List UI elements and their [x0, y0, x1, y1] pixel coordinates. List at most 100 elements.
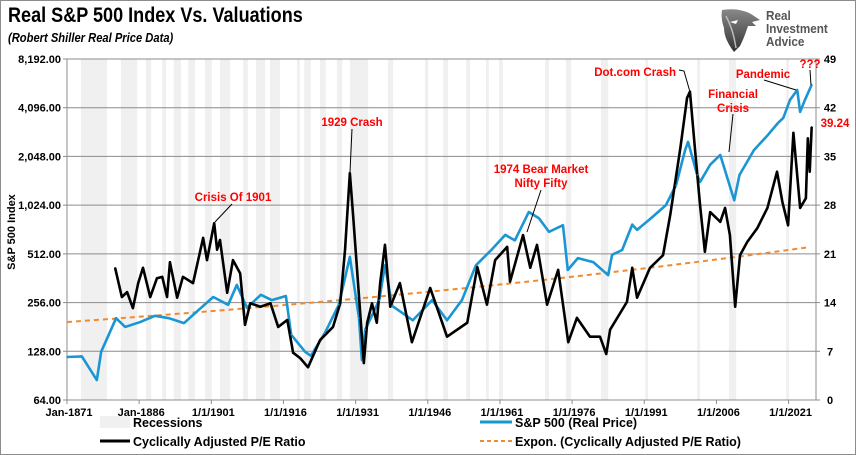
- data-point-cape: [776, 170, 778, 173]
- data-point-cape: [137, 282, 139, 284]
- data-point-cape: [216, 248, 218, 251]
- data-point-price: [577, 257, 579, 259]
- data-point-cape: [724, 207, 726, 209]
- data-point-price: [183, 322, 185, 324]
- data-point-cape: [363, 362, 365, 364]
- data-point-cape: [699, 204, 701, 206]
- y-tick-label: 1,024.00: [18, 200, 61, 212]
- data-point-cape: [506, 246, 508, 248]
- eagle-head-icon: [721, 9, 760, 52]
- annotation-1974-bear: 1974 Bear Market: [494, 164, 589, 176]
- recession-band: [336, 59, 343, 400]
- data-point-price: [212, 296, 215, 298]
- data-point-price: [310, 355, 312, 357]
- series-line-price: [66, 84, 813, 382]
- annotations: [214, 69, 812, 233]
- legend-label-recessions: Recessions: [133, 416, 203, 430]
- data-point-price: [285, 295, 287, 297]
- recession-band: [485, 59, 489, 400]
- data-point-cape: [132, 307, 134, 309]
- annotation-pandemic: Pandemic: [736, 69, 791, 81]
- recession-band: [162, 59, 167, 400]
- data-point-price: [687, 141, 689, 143]
- recession-band: [349, 59, 369, 400]
- data-point-price: [391, 305, 393, 307]
- data-point-cape: [576, 317, 578, 319]
- data-point-cape: [126, 291, 128, 293]
- x-tick-label: 1/1/1976: [553, 407, 596, 419]
- data-point-cape: [746, 241, 749, 243]
- recession-band: [304, 59, 311, 400]
- data-point-cape: [756, 227, 759, 229]
- data-point-price: [236, 284, 238, 286]
- data-point-cape: [799, 207, 801, 209]
- data-point-cape: [182, 276, 184, 278]
- legend-label-trend: Expon. (Cyclically Adjusted P/E Ratio): [515, 435, 741, 449]
- data-point-price: [753, 149, 755, 151]
- y2-tick-label: 35: [824, 151, 836, 163]
- recession-band: [219, 59, 231, 400]
- data-point-price: [446, 319, 448, 322]
- data-point-cape: [349, 172, 351, 174]
- y2-tick-label: 28: [824, 200, 836, 212]
- data-point-cape: [704, 250, 706, 253]
- data-point-cape: [631, 266, 634, 269]
- data-point-cape: [694, 151, 697, 154]
- data-point-price: [709, 163, 711, 166]
- data-point-cape: [239, 272, 241, 275]
- data-point-cape: [466, 321, 469, 324]
- recession-band: [243, 59, 248, 400]
- recession-band: [645, 59, 649, 400]
- recession-band: [80, 59, 107, 400]
- data-point-price: [675, 184, 677, 186]
- annotation-question: ???: [799, 59, 820, 71]
- data-point-price: [719, 154, 722, 156]
- data-point-price: [738, 174, 741, 176]
- data-point-cape: [399, 282, 401, 284]
- recession-band: [188, 59, 195, 400]
- legend-label-cape: Cyclically Adjusted P/E Ratio: [133, 435, 306, 449]
- data-point-cape: [161, 276, 164, 278]
- recession-band: [443, 59, 448, 400]
- x-tick-label: Jan-1871: [45, 407, 92, 419]
- x-tick-label: 1/1/1931: [336, 407, 379, 419]
- data-point-cape: [299, 357, 302, 360]
- data-point-cape: [114, 266, 116, 269]
- data-point-price: [777, 122, 779, 124]
- leader-line: [809, 69, 812, 86]
- legend-label-price: S&P 500 (Real Price): [515, 416, 637, 430]
- data-point-cape: [808, 170, 811, 173]
- annotation-dotcom: Dot.com Crash: [594, 67, 676, 79]
- data-point-price: [621, 249, 623, 251]
- data-point-cape: [319, 339, 321, 341]
- data-point-cape: [669, 214, 672, 216]
- annotation-crisis: Crisis: [717, 103, 749, 115]
- y-tick-label: 128.00: [27, 346, 61, 358]
- data-point-cape: [142, 266, 144, 269]
- data-point-price: [607, 274, 609, 276]
- data-point-price: [361, 359, 363, 361]
- data-point-price: [198, 308, 200, 311]
- data-point-price: [337, 304, 340, 306]
- data-point-cape: [384, 244, 386, 246]
- trend-line-cape: [66, 246, 808, 324]
- logo-text: Real Investment Advice: [766, 9, 828, 48]
- data-point-price: [782, 117, 785, 119]
- data-point-cape: [805, 197, 807, 199]
- data-point-cape: [226, 292, 228, 294]
- data-point-cape: [352, 216, 355, 218]
- data-point-cape: [636, 296, 638, 299]
- data-point-price: [789, 99, 791, 101]
- data-point-price: [504, 234, 507, 236]
- data-point-price: [684, 149, 686, 151]
- data-point-cape: [567, 341, 570, 344]
- data-point-price: [358, 317, 360, 319]
- data-point-price: [548, 231, 550, 233]
- data-point-price: [154, 315, 156, 317]
- data-point-cape: [379, 282, 381, 284]
- recession-band: [173, 59, 182, 400]
- data-point-cape: [249, 302, 252, 305]
- data-point-price: [227, 304, 229, 306]
- recession-band: [205, 59, 212, 400]
